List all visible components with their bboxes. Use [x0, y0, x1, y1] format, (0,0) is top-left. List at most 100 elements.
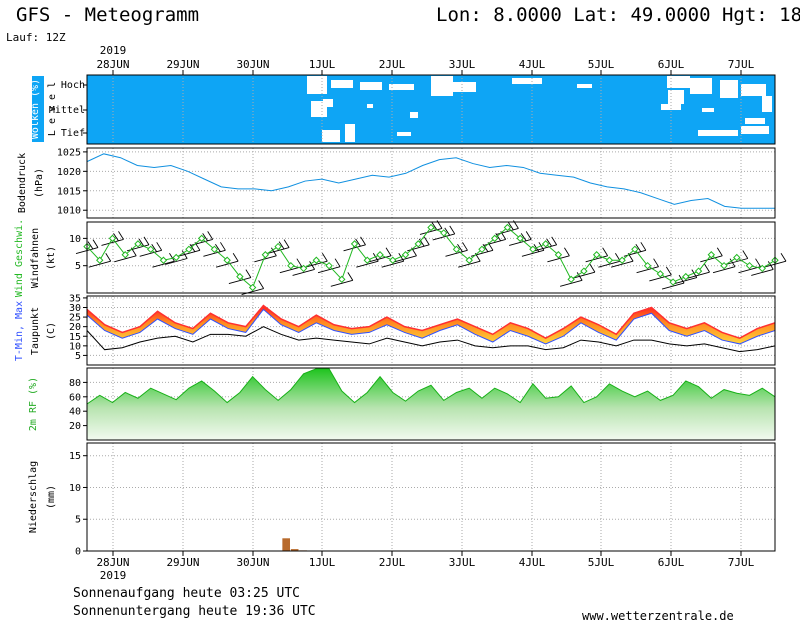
wind-speed-point — [478, 245, 486, 254]
ytick-label: 1025 — [57, 147, 81, 158]
wind-barb — [636, 266, 659, 274]
day-label-bottom: 5JUL — [588, 556, 615, 569]
wind-speed-point — [452, 245, 461, 254]
cloud-gap — [668, 90, 684, 104]
wind-barb-flag — [431, 222, 438, 231]
wind-barb-flag — [520, 233, 527, 242]
wind-speed-point — [223, 256, 231, 264]
cloud-level-label: Tief — [61, 128, 85, 139]
wind-barb-flag — [665, 266, 672, 276]
wind-barb-flag — [551, 236, 558, 246]
wind-speed-point — [465, 256, 473, 264]
wind-barb — [228, 277, 252, 285]
cloud-gap — [397, 132, 411, 136]
wind-speed-point — [197, 234, 206, 243]
wind-barb-flag — [92, 239, 99, 248]
wind-barb — [649, 274, 672, 282]
wind-barb-flag — [449, 225, 456, 235]
wind-barb-flag — [245, 269, 252, 278]
cloud-gap — [322, 130, 340, 142]
precip-bar — [282, 538, 291, 551]
ytick-label: 1010 — [57, 206, 81, 217]
wind-speed-point — [401, 251, 410, 259]
precip-bg — [87, 443, 775, 551]
pressure-grid — [87, 148, 775, 218]
pressure-yticks: 1010 1015 1020 1025 — [57, 147, 87, 217]
day-label-top: 6JUL — [658, 58, 685, 71]
wind-markers — [83, 223, 779, 292]
day-label-bottom: 30JUN — [236, 556, 269, 569]
cloud-gap — [331, 80, 353, 88]
wind-speed-point — [108, 234, 117, 243]
ytick-label: 1020 — [57, 167, 81, 178]
ytick-label: 5 — [75, 515, 81, 526]
run-label: Lauf: 12Z — [6, 31, 66, 44]
wind-barb — [330, 279, 353, 287]
wind-barb — [356, 260, 379, 268]
temp-unit-label: (C) — [46, 322, 57, 340]
wind-barb — [292, 268, 315, 276]
bottom-date-axis: 28JUN 29JUN 30JUN 1JUL 2JUL 3JUL 4JUL 5JUL 6JUL 7… — [96, 556, 754, 582]
wind-barb — [394, 255, 417, 263]
wind-barb — [165, 258, 188, 265]
ytick-label: 80 — [69, 378, 81, 389]
wind-barb — [266, 247, 290, 255]
ytick-label: 10 — [69, 341, 81, 352]
wind-speed-point — [299, 264, 308, 273]
wind-speed-point — [745, 261, 754, 270]
wind-barb-flag — [385, 247, 392, 257]
day-label-bottom: 2JUL — [379, 556, 406, 569]
wind-speed-point — [758, 264, 766, 273]
wind-ylabel: Wind Geschwi. — [14, 219, 25, 297]
wind-barb — [687, 271, 710, 279]
wind-unit-label: (kt) — [46, 246, 57, 270]
wind-barb-flag — [296, 258, 303, 267]
wind-barb-flag — [202, 233, 209, 242]
wind-speed-point — [605, 256, 614, 264]
cloud-gap — [762, 96, 772, 112]
rh-area — [87, 368, 775, 440]
cloud-gap — [661, 104, 681, 110]
rh-frame — [86, 367, 776, 441]
wind-barb-flag — [334, 258, 341, 267]
wind-barb — [343, 244, 366, 252]
wind-barb — [560, 279, 583, 287]
cloud-gap — [307, 76, 327, 94]
clouds-level-label: L e v e l — [47, 82, 58, 136]
wind-speed-point — [274, 242, 282, 251]
ytick-label: 15 — [69, 451, 81, 462]
wind-speed-point — [376, 251, 384, 259]
wind-barb-flag — [525, 231, 532, 240]
cloud-gap — [360, 82, 382, 90]
wind-barb-flag — [564, 247, 570, 257]
wind-barb — [381, 260, 404, 268]
cloud-gap — [367, 104, 373, 108]
day-label-bottom: 7JUL — [728, 556, 755, 569]
wind-barb-flag — [589, 263, 596, 273]
wind-barb-flag — [444, 227, 451, 236]
cloud-gap — [667, 76, 690, 88]
wind-barb-flag — [355, 238, 361, 247]
wind-speed-point — [185, 245, 193, 254]
wind-barb — [598, 260, 621, 268]
clouds-ylabel: Wolken (%) — [30, 79, 41, 139]
wind-barb — [509, 238, 532, 246]
ytick-label: 5 — [75, 351, 81, 362]
wind-barb-flag — [118, 231, 124, 240]
wind-barb-flag — [207, 231, 214, 240]
wind-speed-point — [261, 251, 270, 259]
day-label-bottom: 3JUL — [449, 556, 476, 569]
dewpoint-line — [86, 326, 776, 353]
wind-barb-flag — [347, 272, 354, 281]
cloud-gap — [741, 126, 769, 134]
wind-barb — [712, 266, 736, 274]
day-label-bottom: 6JUL — [658, 556, 685, 569]
cloud-gap — [698, 130, 738, 136]
wind-barb-flag — [278, 241, 285, 250]
wind-speed-point — [159, 256, 168, 264]
tmin-line — [86, 308, 776, 345]
ytick-label: 5 — [75, 261, 81, 272]
wind-speed-point — [643, 261, 652, 270]
wind-speed-point — [554, 251, 563, 259]
wind-barb — [216, 260, 239, 268]
